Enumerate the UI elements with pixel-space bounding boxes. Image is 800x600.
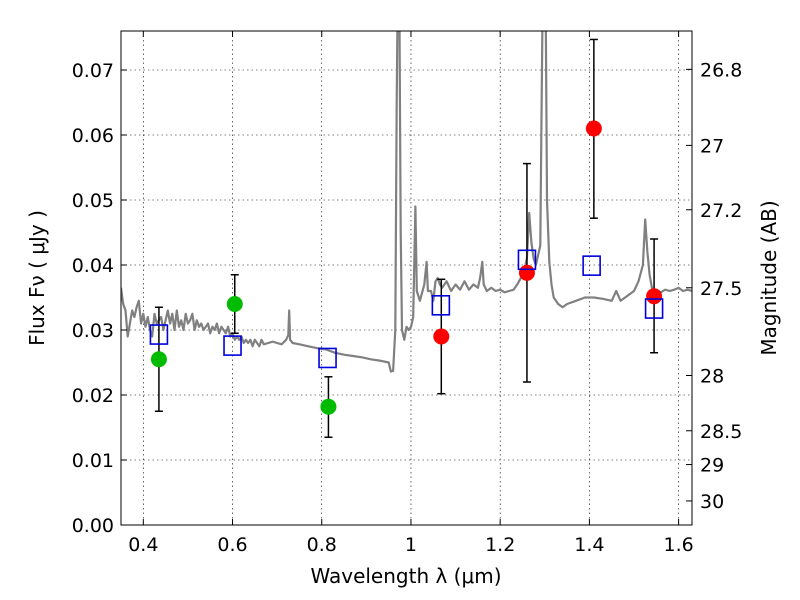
right-tick-label: 28.5 xyxy=(700,421,742,443)
x-tick-label: 0.8 xyxy=(307,534,337,556)
right-tick-label: 29 xyxy=(700,455,724,477)
plot-background xyxy=(121,31,692,525)
y-tick-label: 0.01 xyxy=(72,450,114,472)
right-tick-label: 30 xyxy=(700,491,724,513)
data-point xyxy=(646,288,663,305)
model-marker xyxy=(318,347,337,369)
model-marker xyxy=(223,335,242,356)
y-tick-label: 0.02 xyxy=(72,385,114,407)
model-marker xyxy=(517,249,537,271)
y-tick-label: 0.05 xyxy=(72,190,114,212)
x-tick-label: 1.2 xyxy=(485,534,515,556)
x-axis-label: Wavelength λ (μm) xyxy=(310,564,501,588)
right-axis-label: Magnitude (AB) xyxy=(757,200,781,355)
data-point xyxy=(226,296,243,312)
y-tick-label: 0.04 xyxy=(72,255,114,277)
x-tick-label: 0.6 xyxy=(217,534,247,556)
ticks: 0.4 0.6 0.8 1 1.2 1.4 1.6 0.00 0.01 0.02 0.03 0.04 0… xyxy=(72,31,742,556)
y-tick-label: 0.06 xyxy=(72,125,114,147)
data-point xyxy=(433,328,450,345)
model-marker xyxy=(582,255,601,276)
right-tick-label: 26.8 xyxy=(700,59,742,81)
right-tick-label: 27.5 xyxy=(700,278,742,300)
y-tick-label: 0.03 xyxy=(72,320,114,342)
data-point xyxy=(585,120,602,137)
x-tick-label: 1 xyxy=(405,534,417,556)
right-tick-label: 27.2 xyxy=(700,200,742,222)
model-marker xyxy=(644,298,664,319)
data-point xyxy=(518,264,535,281)
model-marker xyxy=(149,324,169,345)
right-tick-label: 27 xyxy=(700,135,724,157)
right-tick-label: 28 xyxy=(700,366,724,388)
data-point xyxy=(320,398,337,415)
y-tick-label: 0.07 xyxy=(72,60,114,82)
x-tick-label: 1.6 xyxy=(664,534,694,556)
plot-frame xyxy=(120,30,693,526)
model-marker xyxy=(431,294,451,316)
x-tick-label: 0.4 xyxy=(128,534,158,556)
spectrum-line xyxy=(121,31,692,373)
x-tick-label: 1.4 xyxy=(574,534,604,556)
series-layer xyxy=(121,31,692,438)
y-tick-label: 0.00 xyxy=(72,515,114,537)
data-point xyxy=(150,351,167,368)
y-axis-label: Flux Fν ( μJy ) xyxy=(25,210,49,346)
